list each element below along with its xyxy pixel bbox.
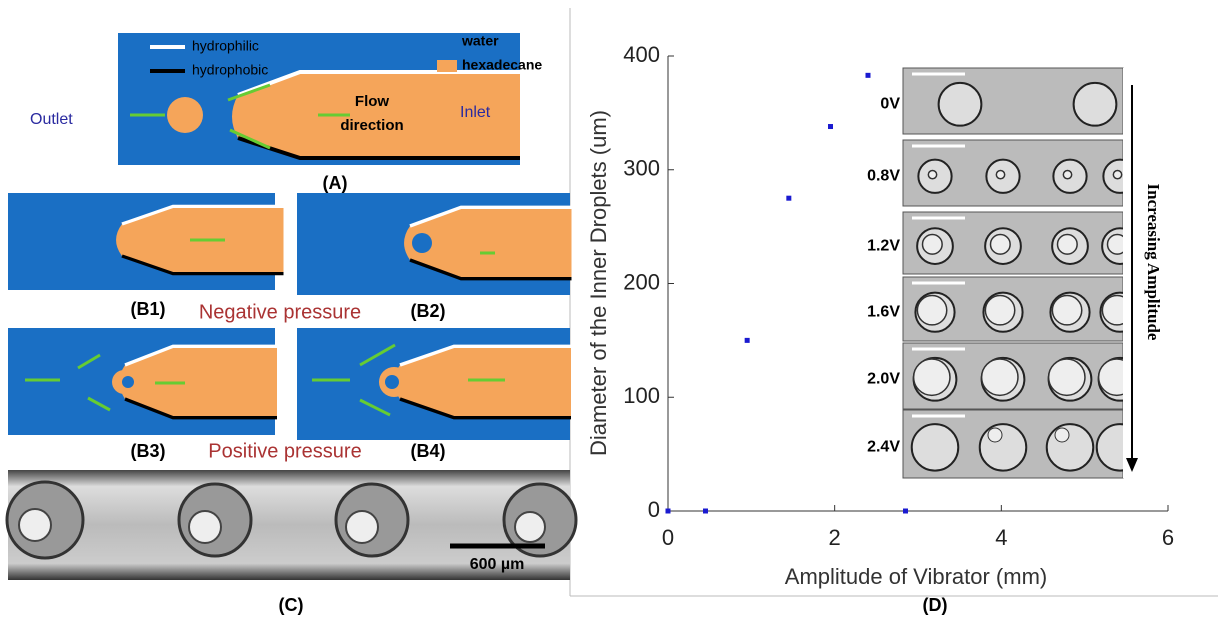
- nozzle: [117, 344, 279, 420]
- point: [903, 508, 908, 514]
- point: [744, 337, 750, 343]
- point: [703, 508, 708, 514]
- flow-label: direction: [340, 117, 403, 134]
- voltage-label: 2.4V: [867, 439, 900, 456]
- inner-droplet: [912, 358, 951, 397]
- flow-arrows: [25, 238, 505, 417]
- droplet: [1072, 81, 1118, 127]
- flow-arrows: [130, 83, 350, 150]
- voltage-label: 0V: [880, 96, 900, 113]
- legend-label: hexadecane: [462, 57, 542, 73]
- voltage-label: 0.8V: [867, 168, 900, 185]
- x-tick-label: 2: [829, 525, 841, 550]
- panel-label: (A): [323, 173, 348, 193]
- panel-label: (B3): [131, 441, 166, 461]
- droplet: [412, 233, 432, 253]
- panel-b: (B1) Negative pressure (B2) (B3) Positiv…: [8, 193, 574, 462]
- x-tick-label: 0: [662, 525, 674, 550]
- panel-label: (C): [279, 595, 304, 615]
- panel-c: 600 µm (C): [5, 470, 578, 615]
- droplet: [1045, 423, 1095, 472]
- point: [665, 508, 671, 514]
- inlet-label: Inlet: [460, 104, 491, 121]
- inner-droplet: [984, 294, 1016, 326]
- inner-droplet: [1051, 294, 1083, 326]
- y-tick-label: 300: [623, 156, 660, 181]
- micrograph: [8, 470, 570, 580]
- inner-droplet: [916, 294, 948, 326]
- y-tick-label: 100: [623, 383, 660, 408]
- chart: (D) Amplitude of Vibrator (mm) Diameter …: [586, 42, 1174, 615]
- voltage-label: 1.2V: [867, 237, 900, 254]
- panel-label: (B4): [411, 441, 446, 461]
- y-tick-label: 400: [623, 42, 660, 67]
- inner-droplet: [1112, 169, 1123, 180]
- nozzle: [391, 344, 573, 420]
- legend-label: hydrophilic: [192, 38, 259, 54]
- droplet: [937, 81, 983, 127]
- panel-a: hydrophilic hydrophobic water hexadecane…: [30, 33, 542, 193]
- inner-droplet: [989, 233, 1011, 255]
- inner-droplet: [921, 233, 943, 255]
- hydrophobic-wall: [237, 136, 520, 160]
- panel-label: (B2): [411, 301, 446, 321]
- point: [865, 72, 871, 78]
- inner-droplet: [1062, 169, 1073, 180]
- inset: 0V 0.8V 1.2V 1.6V 2.0V 2.4V Increasing Amplitu…: [867, 67, 1168, 479]
- voltage-label: 2.0V: [867, 371, 900, 388]
- x-axis-title: Amplitude of Vibrator (mm): [785, 564, 1047, 589]
- arrow-head: [1126, 458, 1138, 472]
- legend-label: hydrophobic: [192, 62, 268, 78]
- y-tick-label: 0: [648, 497, 660, 522]
- droplet: [978, 423, 1028, 472]
- voltage-label: 1.6V: [867, 303, 900, 320]
- y-tick-label: 200: [623, 269, 660, 294]
- arrow-panel: [1123, 68, 1168, 478]
- inner-droplet: [927, 169, 938, 180]
- legend-swatch: [437, 60, 457, 72]
- arrow-label: Increasing Amplitude: [1144, 184, 1163, 341]
- panel-label: (D): [923, 595, 948, 615]
- inner-droplet: [1056, 233, 1078, 255]
- droplet: [910, 423, 960, 472]
- flow-label: Flow: [355, 93, 389, 110]
- droplet: [122, 376, 134, 388]
- inner-droplet: [995, 169, 1006, 180]
- x-tick-label: 6: [1162, 525, 1174, 550]
- outlet-label: Outlet: [30, 111, 73, 128]
- x-tick-label: 4: [995, 525, 1007, 550]
- droplet: [385, 375, 399, 389]
- legend-label: water: [461, 33, 499, 49]
- pressure-label: Negative pressure: [199, 301, 361, 323]
- legend-swatch: [437, 35, 457, 47]
- nozzle: [232, 72, 520, 158]
- inner-droplet: [980, 358, 1019, 397]
- pressure-label: Positive pressure: [208, 440, 361, 462]
- y-axis-title: Diameter of the Inner Droplets (um): [586, 110, 611, 456]
- satellite-droplet: [987, 427, 1003, 443]
- inner-droplet: [1047, 358, 1086, 397]
- point: [786, 195, 792, 201]
- satellite-droplet: [1054, 427, 1070, 443]
- droplet: [167, 97, 203, 133]
- panel-label: (B1): [131, 299, 166, 319]
- scale-label: 600 µm: [470, 556, 525, 573]
- point: [828, 124, 833, 130]
